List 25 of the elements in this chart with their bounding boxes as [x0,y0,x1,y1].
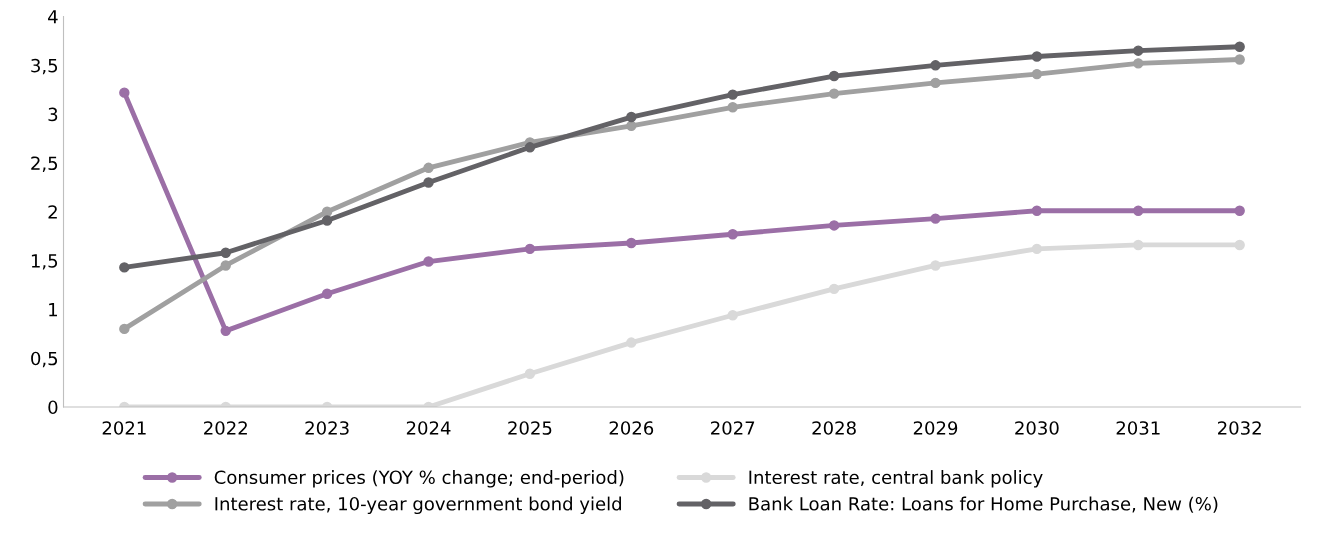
x-tick-label: 2032 [1218,421,1261,435]
legend-label: Consumer prices (YOY % change; end-period) [214,470,624,488]
y-tick-label: 3,5 [31,58,58,75]
x-tick-label: 2026 [609,421,654,435]
x-tick-label: 2024 [406,421,451,435]
legend-label: Bank Loan Rate: Loans for Home Purchase, New (%) [749,496,1218,513]
x-tick-label: 2022 [204,421,247,435]
y-tick-label: 2,5 [31,156,58,172]
legend-label: Interest rate, 10-year government bond yield [215,496,621,515]
y-tick-label: 3 [48,107,58,122]
x-tick-label: 2027 [711,421,755,435]
y-tick-label: 2 [48,205,57,219]
x-tick-label: 2030 [1015,421,1059,435]
y-tick-label: 0 [48,400,58,415]
y-tick-label: 1 [49,303,57,317]
x-tick-label: 2028 [812,421,856,435]
x-tick-label: 2031 [1116,421,1160,435]
legend-label: Interest rate, central bank policy [749,470,1043,488]
y-tick-label: 1,5 [31,254,58,270]
x-tick-label: 2029 [913,421,958,435]
x-tick-label: 2021 [102,421,146,435]
x-tick-label: 2023 [305,421,349,435]
x-tick-label: 2025 [508,421,552,435]
y-tick-label: 4 [48,10,58,24]
y-tick-label: 0,5 [31,351,58,368]
